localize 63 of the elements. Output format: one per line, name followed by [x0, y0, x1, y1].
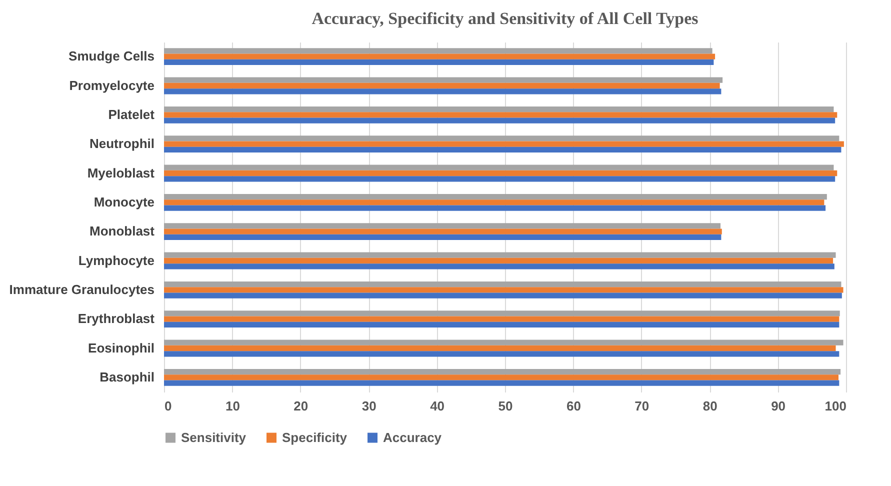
- y-tick-label: Smudge Cells: [68, 48, 154, 64]
- bar: [164, 176, 836, 182]
- y-tick-label: Monocyte: [94, 194, 154, 210]
- bar: [164, 194, 827, 200]
- y-tick-label: Monoblast: [90, 224, 156, 239]
- bar: [164, 170, 838, 176]
- bar: [164, 351, 840, 357]
- bar: [164, 205, 826, 211]
- x-tick-label: 90: [771, 398, 786, 414]
- bar: [164, 368, 841, 375]
- bar: [164, 106, 834, 112]
- bar: [164, 164, 834, 170]
- bar: [164, 88, 722, 94]
- bar: [164, 146, 842, 153]
- bar: [164, 292, 842, 298]
- x-tick-label: 20: [294, 398, 308, 414]
- bar: [164, 310, 840, 316]
- y-tick-label: Eosinophil: [88, 340, 154, 356]
- bar: [164, 264, 834, 270]
- y-tick-label: Neutrophil: [90, 136, 154, 152]
- y-tick-label: Platelet: [108, 106, 156, 122]
- legend-label: Sensitivity: [181, 430, 247, 445]
- x-tick-label: 70: [634, 398, 650, 414]
- bar: [164, 59, 714, 66]
- bar: [164, 77, 723, 83]
- x-tick-label: 80: [702, 398, 718, 414]
- legend-label: Accuracy: [383, 430, 442, 445]
- bar: [164, 223, 721, 229]
- y-tick-label: Promyelocyte: [69, 78, 154, 93]
- x-tick-label: 100: [824, 398, 846, 414]
- bar: [164, 316, 840, 322]
- x-tick-label: 50: [498, 398, 513, 414]
- bar: [164, 234, 722, 240]
- y-tick-label: Erythroblast: [78, 311, 156, 326]
- bar: [164, 345, 836, 352]
- y-tick-label: Myeloblast: [87, 165, 156, 180]
- bar: [164, 287, 844, 293]
- x-tick-label: 40: [430, 398, 445, 414]
- y-tick-label: Basophil: [100, 369, 154, 384]
- bar: [164, 136, 840, 142]
- bar: [164, 141, 844, 147]
- bar: [164, 340, 844, 346]
- x-tick-label: 10: [225, 398, 240, 414]
- bar: [164, 54, 716, 60]
- y-tick-label: Immature Granulocytes: [9, 282, 154, 297]
- bar: [164, 380, 840, 386]
- bar: [164, 228, 722, 234]
- bar: [164, 258, 834, 264]
- bar: [164, 281, 842, 288]
- chart-title: Accuracy, Specificity and Sensitivity of All Cell Types: [312, 9, 699, 28]
- bar: [164, 374, 838, 380]
- x-tick-label: 0: [164, 398, 172, 414]
- bar: [164, 112, 838, 118]
- bar: [164, 200, 824, 206]
- bar: [164, 118, 836, 124]
- bar: [164, 252, 836, 258]
- y-tick-label: Lymphocyte: [78, 252, 154, 268]
- x-tick-label: 60: [566, 398, 581, 414]
- x-tick-label: 30: [362, 398, 376, 414]
- bar: [164, 82, 720, 89]
- bar: [164, 322, 840, 328]
- legend-label: Specificity: [282, 430, 348, 445]
- bar: [164, 48, 712, 54]
